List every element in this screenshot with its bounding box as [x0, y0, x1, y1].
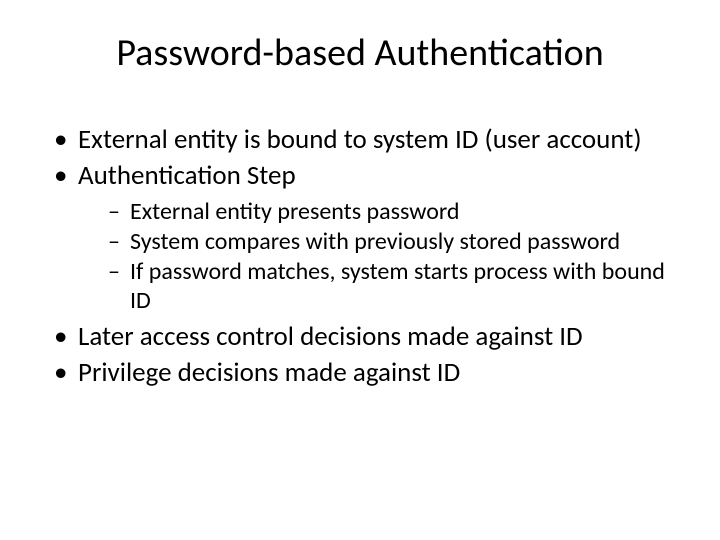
bullet-item: External entity is bound to system ID (u…: [54, 124, 680, 156]
bullet-item: Authentication Step External entity pres…: [54, 160, 680, 315]
bullet-text: Privilege decisions made against ID: [78, 356, 460, 389]
sub-bullet-list: External entity presents password System…: [78, 198, 680, 315]
slide-title: Password-based Authentication: [40, 30, 680, 76]
slide: Password-based Authentication External e…: [0, 0, 720, 540]
sub-bullet-text: External entity presents password: [130, 197, 460, 226]
sub-bullet-text: If password matches, system starts proce…: [130, 257, 665, 314]
bullet-item: Later access control decisions made agai…: [54, 321, 680, 353]
bullet-list: External entity is bound to system ID (u…: [40, 124, 680, 389]
sub-bullet-item: External entity presents password: [108, 198, 680, 226]
bullet-text: External entity is bound to system ID (u…: [78, 123, 642, 156]
sub-bullet-text: System compares with previously stored p…: [130, 227, 620, 256]
sub-bullet-item: System compares with previously stored p…: [108, 228, 680, 256]
bullet-item: Privilege decisions made against ID: [54, 357, 680, 389]
bullet-text: Authentication Step: [78, 159, 296, 192]
sub-bullet-item: If password matches, system starts proce…: [108, 258, 680, 315]
bullet-text: Later access control decisions made agai…: [78, 320, 583, 353]
